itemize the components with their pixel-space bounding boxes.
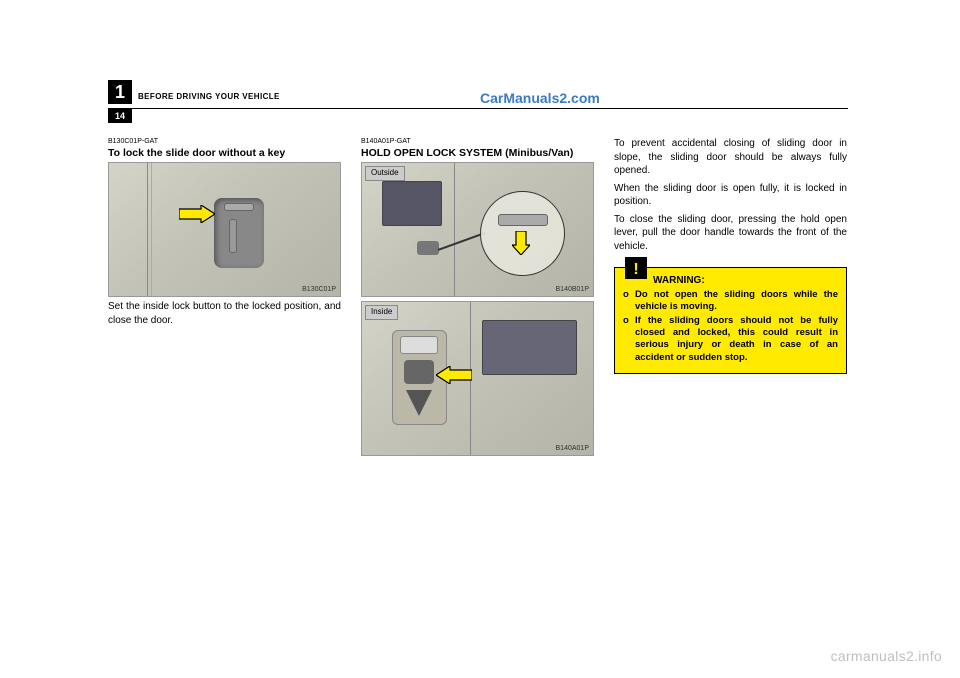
col2-heading: HOLD OPEN LOCK SYSTEM (Minibus/Van) bbox=[361, 147, 594, 160]
warning-icon: ! bbox=[625, 257, 647, 279]
section-header: 1 BEFORE DRIVING YOUR VEHICLE bbox=[108, 80, 848, 104]
svg-text:!: ! bbox=[633, 261, 638, 278]
warning-box: ! WARNING: Do not open the sliding doors… bbox=[614, 267, 847, 374]
column-3: To prevent accidental closing of sliding… bbox=[614, 137, 847, 459]
col1-body: Set the inside lock button to the locked… bbox=[108, 300, 341, 327]
warning-item-2: If the sliding doors should not be fully… bbox=[635, 315, 838, 364]
section-number: 1 bbox=[108, 80, 132, 104]
col3-p3: To close the sliding door, pressing the … bbox=[614, 213, 847, 254]
arrow-icon bbox=[179, 205, 215, 223]
warning-title: WARNING: bbox=[653, 274, 838, 287]
column-1: B130C01P-GAT To lock the slide door with… bbox=[108, 137, 341, 459]
col1-figure-code: B130C01P bbox=[302, 285, 336, 294]
col1-figure: B130C01P bbox=[108, 162, 341, 297]
arrow-left-icon bbox=[436, 366, 472, 384]
outside-badge: Outside bbox=[365, 166, 405, 181]
col2-fig-top-code: B140B01P bbox=[556, 285, 589, 294]
section-title: BEFORE DRIVING YOUR VEHICLE bbox=[132, 80, 280, 104]
col1-code: B130C01P-GAT bbox=[108, 137, 341, 146]
bottom-watermark: carmanuals2.info bbox=[831, 648, 942, 664]
col1-heading: To lock the slide door without a key bbox=[108, 147, 341, 160]
page-number: 14 bbox=[108, 109, 132, 123]
inside-badge: Inside bbox=[365, 305, 398, 320]
header-rule: 14 bbox=[108, 108, 848, 123]
content-columns: B130C01P-GAT To lock the slide door with… bbox=[108, 137, 848, 459]
warning-item-1: Do not open the sliding doors while the … bbox=[635, 289, 838, 314]
arrow-down-icon bbox=[512, 231, 530, 255]
column-2: B140A01P-GAT HOLD OPEN LOCK SYSTEM (Mini… bbox=[361, 137, 594, 459]
col3-p1: To prevent accidental closing of sliding… bbox=[614, 137, 847, 178]
col3-p2: When the sliding door is open fully, it … bbox=[614, 182, 847, 209]
warning-list: Do not open the sliding doors while the … bbox=[623, 289, 838, 364]
manual-page: 1 BEFORE DRIVING YOUR VEHICLE 14 B130C01… bbox=[108, 80, 848, 510]
col2-figure-inside: Inside B140A01P bbox=[361, 301, 594, 456]
col2-figure-outside: Outside B140B01P bbox=[361, 162, 594, 297]
col2-code: B140A01P-GAT bbox=[361, 137, 594, 146]
col2-fig-bottom-code: B140A01P bbox=[556, 444, 589, 453]
